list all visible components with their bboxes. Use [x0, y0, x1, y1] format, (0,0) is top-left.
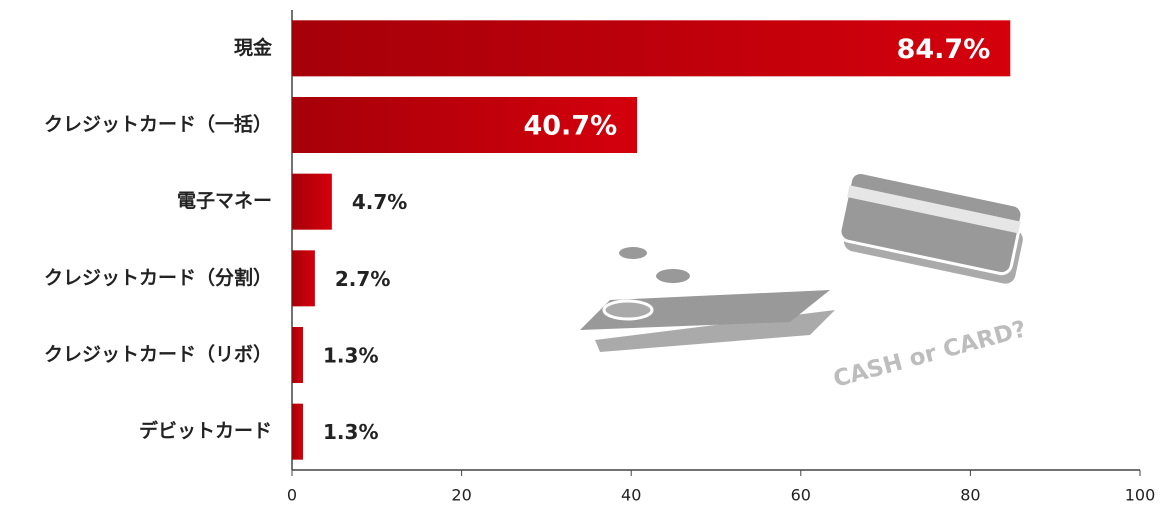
card-stripe	[847, 185, 1021, 234]
x-tick-label: 40	[621, 486, 641, 505]
x-tick-label: 0	[287, 486, 297, 505]
card-icon	[838, 170, 1024, 284]
annotation: CASH or CARD?	[831, 316, 1029, 392]
y-tick-label: デビットカード	[139, 419, 272, 442]
y-tick-label: クレジットカード（分割）	[44, 266, 272, 289]
x-tick-label: 100	[1125, 486, 1156, 505]
value-label: 4.7%	[352, 190, 407, 214]
bill	[580, 290, 830, 330]
value-label: 1.3%	[323, 420, 378, 444]
value-label: 84.7%	[897, 34, 991, 65]
illustration	[580, 170, 1024, 352]
x-tick-label: 80	[960, 486, 980, 505]
coin	[656, 269, 690, 283]
coin	[602, 299, 654, 321]
coin	[619, 247, 647, 259]
x-tick-label: 20	[451, 486, 471, 505]
y-tick-label: 電子マネー	[177, 190, 272, 212]
x-tick-label: 60	[791, 486, 811, 505]
bar	[292, 250, 315, 307]
y-tick-label: クレジットカード（リボ）	[44, 343, 272, 366]
bar	[292, 327, 304, 383]
value-label: 1.3%	[323, 344, 378, 368]
y-tick-label: 現金	[234, 36, 273, 59]
bar	[292, 403, 304, 460]
value-label: 2.7%	[335, 267, 390, 291]
y-tick-label: クレジットカード（一括）	[44, 113, 272, 136]
value-label: 40.7%	[523, 111, 617, 142]
bar	[292, 173, 332, 230]
